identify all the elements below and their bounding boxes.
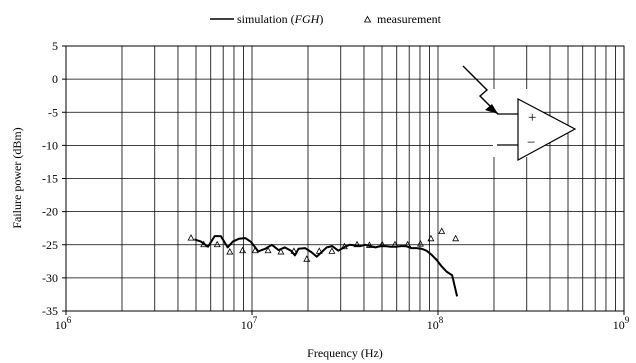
y-tick-label: 5 bbox=[52, 39, 58, 53]
y-tick-label: -35 bbox=[42, 304, 58, 318]
measurement-point bbox=[251, 246, 259, 254]
simulation-series-line bbox=[194, 235, 459, 297]
op-amp-icon: + − bbox=[462, 65, 577, 162]
x-tick-label: 107 bbox=[241, 315, 258, 332]
measurement-point bbox=[427, 234, 435, 242]
measurement-series bbox=[187, 227, 460, 262]
measurement-point bbox=[452, 234, 460, 242]
legend-simulation-label: simulation (FGH) bbox=[237, 12, 323, 26]
legend-measurement-marker bbox=[363, 15, 372, 23]
measurement-point bbox=[303, 255, 311, 262]
grid bbox=[66, 46, 624, 311]
measurement-point bbox=[438, 227, 446, 234]
y-tick-labels: 5 0 -5 -10 -15 -20 -25 -30 -35 bbox=[42, 39, 66, 318]
measurement-point bbox=[404, 240, 412, 248]
measurement-point bbox=[200, 240, 208, 248]
measurement-point bbox=[328, 247, 336, 254]
lightning-arrow-head bbox=[485, 104, 498, 114]
measurement-point bbox=[290, 247, 298, 254]
op-amp-minus-label: − bbox=[527, 135, 535, 151]
measurement-point bbox=[378, 240, 386, 248]
measurement-point bbox=[391, 240, 399, 248]
legend-simulation-label-post: ) bbox=[319, 12, 323, 26]
legend: simulation (FGH) measurement bbox=[210, 12, 442, 26]
op-amp-plus-label: + bbox=[528, 110, 536, 126]
measurement-point bbox=[264, 246, 272, 254]
measurement-point bbox=[277, 247, 285, 255]
legend-measurement-label: measurement bbox=[377, 12, 442, 26]
y-tick-label: -5 bbox=[48, 105, 58, 119]
legend-simulation-label-italic: FGH bbox=[294, 12, 321, 26]
measurement-point bbox=[417, 240, 424, 247]
measurement-point bbox=[187, 234, 195, 241]
measurement-point bbox=[315, 247, 323, 254]
measurement-point bbox=[365, 241, 373, 248]
y-tick-label: -25 bbox=[42, 238, 58, 252]
lightning-arrow-icon bbox=[462, 65, 499, 115]
x-tick-labels: 106 107 108 109 bbox=[55, 311, 630, 332]
measurement-point bbox=[213, 240, 221, 248]
x-tick-label: 109 bbox=[613, 315, 630, 332]
y-axis-title: Failure power (dBm) bbox=[10, 127, 24, 228]
measurement-point bbox=[353, 240, 361, 248]
y-tick-label: -10 bbox=[42, 138, 58, 152]
y-tick-label: -20 bbox=[42, 205, 58, 219]
y-tick-label: -15 bbox=[42, 172, 58, 186]
legend-simulation-label-pre: simulation ( bbox=[237, 12, 295, 26]
x-tick-label: 106 bbox=[55, 315, 72, 332]
measurement-point bbox=[340, 242, 348, 250]
measurement-point bbox=[226, 247, 234, 255]
y-tick-label: -30 bbox=[42, 271, 58, 285]
y-tick-label: 0 bbox=[52, 72, 58, 86]
x-axis-title: Frequency (Hz) bbox=[307, 346, 383, 360]
measurement-point bbox=[239, 246, 247, 254]
x-tick-label: 108 bbox=[427, 315, 444, 332]
